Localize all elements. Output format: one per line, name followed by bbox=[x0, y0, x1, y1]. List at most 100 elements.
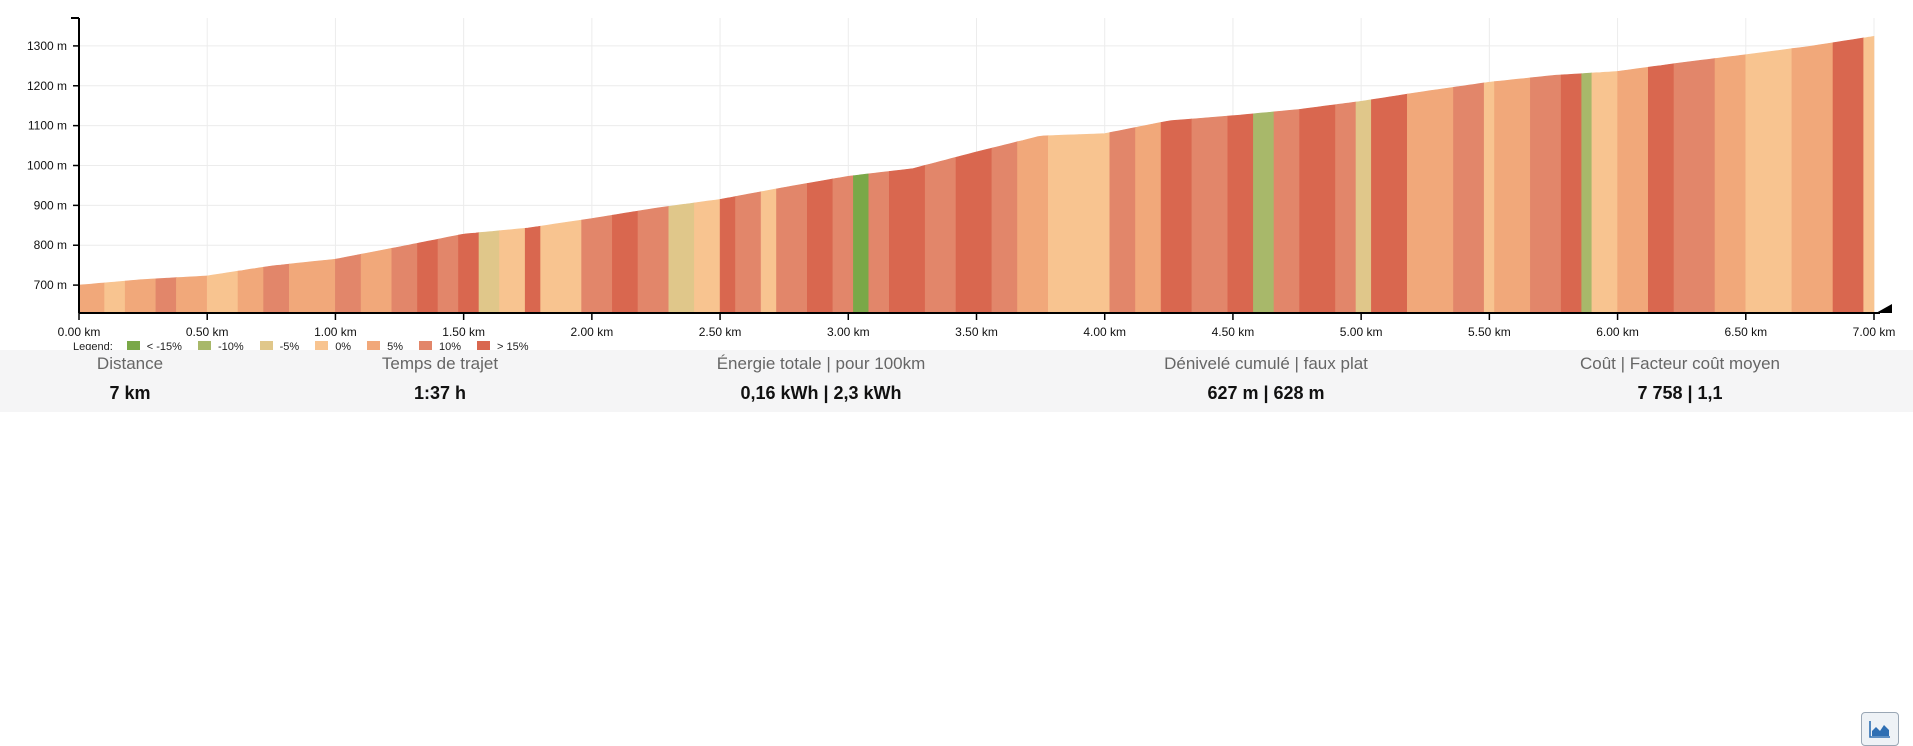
stat-label: Distance bbox=[96, 354, 164, 373]
profile-segment bbox=[1109, 127, 1136, 314]
profile-segment bbox=[694, 199, 721, 314]
profile-segment bbox=[991, 141, 1018, 314]
x-tick-label: 6.00 km bbox=[1596, 325, 1639, 339]
stat-value: 7 km bbox=[109, 383, 151, 403]
profile-segment bbox=[1371, 93, 1408, 314]
profile-segment bbox=[637, 206, 670, 314]
profile-segment bbox=[1160, 118, 1193, 314]
x-tick-label: 2.50 km bbox=[699, 325, 742, 339]
profile-segment bbox=[888, 164, 926, 314]
profile-segment bbox=[735, 191, 762, 314]
route-stats-bar: Distance 7 km Temps de trajet 1:37 h Éne… bbox=[0, 350, 1913, 746]
profile-segment bbox=[719, 196, 736, 314]
profile-segment bbox=[1863, 35, 1875, 314]
stat-value: 0,16 kWh | 2,3 kWh bbox=[740, 383, 902, 403]
x-tick-label: 0.50 km bbox=[186, 325, 229, 339]
profile-segment bbox=[360, 247, 393, 314]
profile-segment bbox=[263, 263, 290, 314]
profile-segment bbox=[806, 178, 834, 314]
x-tick-label: 3.00 km bbox=[827, 325, 870, 339]
x-tick-label: 3.50 km bbox=[955, 325, 998, 339]
profile-segment bbox=[524, 225, 541, 314]
profile-segment bbox=[335, 253, 362, 314]
profile-segment bbox=[1591, 71, 1618, 314]
y-tick-label: 700 m bbox=[34, 278, 67, 292]
stat-elevation: Dénivelé cumulé | faux plat 627 m | 628 … bbox=[1121, 354, 1411, 404]
x-tick-label: 0.00 km bbox=[58, 325, 101, 339]
profile-segment bbox=[1832, 37, 1864, 314]
profile-segment bbox=[1355, 99, 1372, 314]
x-tick-label: 4.00 km bbox=[1083, 325, 1126, 339]
stat-energy: Énergie totale | pour 100km 0,16 kWh | 2… bbox=[676, 354, 966, 404]
profile-segment bbox=[1078, 132, 1111, 314]
stat-label: Dénivelé cumulé | faux plat bbox=[1164, 354, 1368, 373]
stat-value: 7 758 | 1,1 bbox=[1637, 383, 1723, 403]
profile-segment bbox=[581, 214, 613, 314]
toggle-chart-button[interactable] bbox=[1861, 712, 1899, 746]
x-tick-label: 6.50 km bbox=[1724, 325, 1767, 339]
profile-segment bbox=[1581, 72, 1593, 314]
profile-segment bbox=[1791, 42, 1834, 314]
profile-segment bbox=[104, 280, 126, 314]
profile-segment bbox=[499, 227, 526, 314]
y-tick-label: 1000 m bbox=[27, 159, 67, 173]
profile-segment bbox=[176, 275, 208, 314]
profile-segment bbox=[391, 242, 418, 314]
profile-segment bbox=[924, 156, 957, 314]
y-tick-label: 900 m bbox=[34, 198, 67, 212]
profile-segment bbox=[78, 282, 105, 314]
x-tick-label: 2.00 km bbox=[571, 325, 614, 339]
elevation-chart-svg: 700 m 800 m 900 m 1000 m 1100 m 1200 m 1300 m 0… bbox=[27, 17, 1895, 339]
profile-segment bbox=[832, 175, 854, 314]
profile-segment bbox=[853, 173, 870, 314]
profile-segment bbox=[1048, 134, 1080, 314]
profile-segment bbox=[1135, 122, 1162, 314]
stat-cost: Coût | Facteur coût moyen 7 758 | 1,1 bbox=[1530, 354, 1830, 404]
profile-segment bbox=[1494, 77, 1531, 314]
x-tick-label: 4.50 km bbox=[1212, 325, 1255, 339]
profile-segment bbox=[540, 219, 582, 314]
stat-value: 1:37 h bbox=[413, 383, 467, 403]
x-axis-end-marker bbox=[1876, 304, 1892, 313]
y-tick-label: 1300 m bbox=[27, 39, 67, 53]
profile-segment bbox=[288, 258, 336, 314]
stat-label: Coût | Facteur coût moyen bbox=[1579, 354, 1780, 373]
profile-segment bbox=[1191, 115, 1229, 314]
stat-label: Temps de trajet bbox=[381, 354, 499, 373]
profile-segment bbox=[124, 278, 157, 314]
profile-segment bbox=[955, 147, 993, 314]
profile-segment bbox=[668, 202, 695, 314]
profile-segment bbox=[478, 230, 500, 314]
profile-segment bbox=[1673, 58, 1716, 314]
x-tick-label: 1.00 km bbox=[314, 325, 357, 339]
profile-segment bbox=[1483, 81, 1495, 314]
profile-segment bbox=[1227, 113, 1254, 314]
profile-segment bbox=[1407, 86, 1454, 314]
x-tick-label: 5.50 km bbox=[1468, 325, 1511, 339]
stat-label: Énergie totale | pour 100km bbox=[716, 354, 926, 373]
profile-segment bbox=[1714, 54, 1747, 314]
profile-segment bbox=[437, 234, 459, 314]
y-tick-label: 800 m bbox=[34, 238, 67, 252]
stat-value: 627 m | 628 m bbox=[1207, 383, 1325, 403]
profile-segment bbox=[760, 188, 777, 314]
profile-segment bbox=[1299, 104, 1336, 314]
stat-distance: Distance 7 km bbox=[60, 354, 200, 404]
profile-segment bbox=[1453, 82, 1485, 314]
profile-segment bbox=[1617, 66, 1649, 314]
profile-segment bbox=[1745, 48, 1793, 314]
area-chart-icon bbox=[1869, 721, 1890, 738]
profile-segment bbox=[868, 171, 890, 314]
profile-segment bbox=[1648, 63, 1675, 314]
x-tick-label: 5.00 km bbox=[1340, 325, 1383, 339]
y-tick-label: 1200 m bbox=[27, 79, 67, 93]
profile-segment bbox=[458, 232, 480, 314]
profile-segment bbox=[1530, 74, 1562, 314]
y-tick-label: 1100 m bbox=[28, 119, 67, 133]
profile-segment bbox=[1253, 111, 1275, 314]
profile-segment bbox=[237, 266, 264, 314]
profile-segment bbox=[155, 277, 177, 314]
x-tick-label: 1.50 km bbox=[442, 325, 485, 339]
elevation-profile-chart: 700 m 800 m 900 m 1000 m 1100 m 1200 m 1300 m 0… bbox=[0, 0, 1913, 350]
profile-segment bbox=[1335, 101, 1357, 314]
